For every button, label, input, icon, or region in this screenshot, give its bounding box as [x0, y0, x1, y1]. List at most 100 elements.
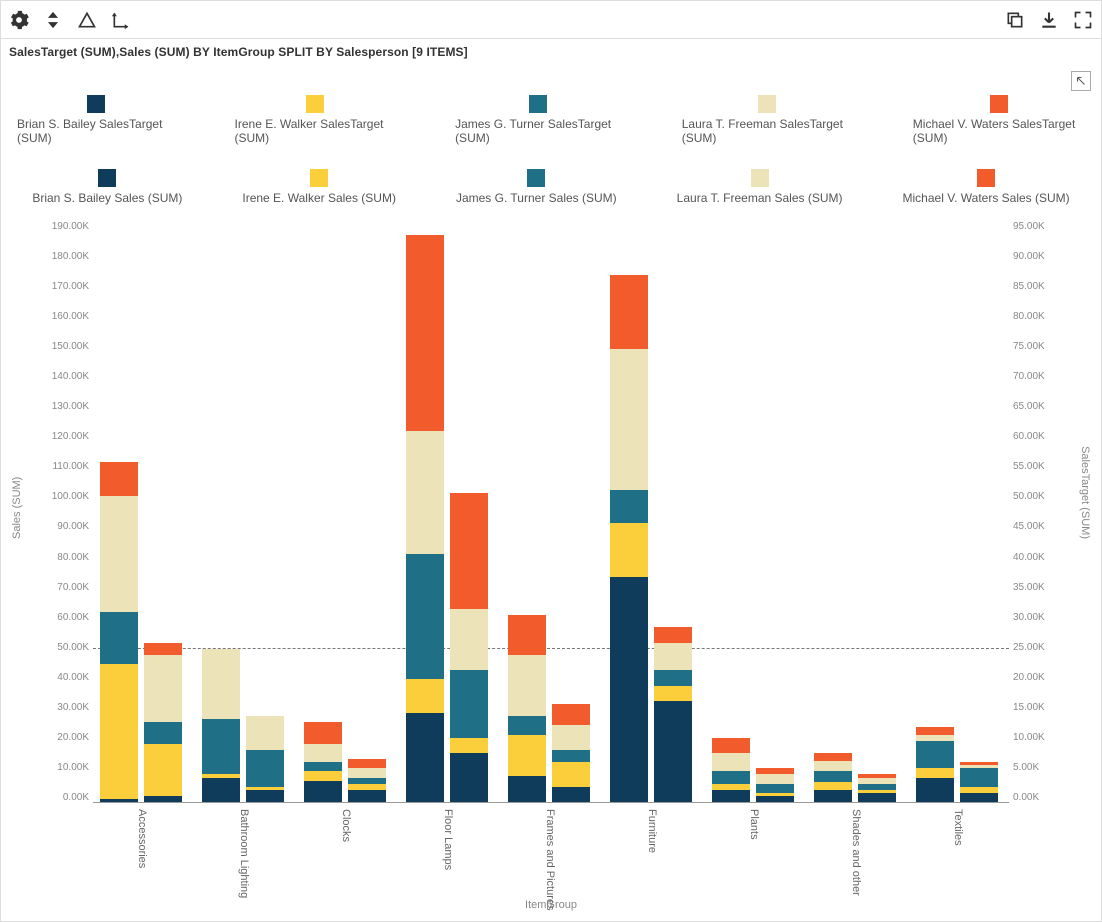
bar-segment[interactable]	[304, 722, 342, 743]
bar-sales[interactable]	[348, 759, 386, 802]
bar-segment[interactable]	[348, 759, 386, 768]
bar-segment[interactable]	[552, 750, 590, 762]
axes-icon[interactable]	[109, 8, 133, 32]
bar-segment[interactable]	[712, 753, 750, 771]
bar-segment[interactable]	[610, 490, 648, 524]
bar-target[interactable]	[610, 275, 648, 802]
bar-segment[interactable]	[654, 627, 692, 642]
bar-sales[interactable]	[756, 768, 794, 802]
bar-segment[interactable]	[304, 771, 342, 780]
legend-item[interactable]: James G. Turner Sales (SUM)	[456, 169, 617, 205]
bar-segment[interactable]	[508, 615, 546, 655]
bar-segment[interactable]	[202, 778, 240, 803]
bar-target[interactable]	[304, 722, 342, 802]
bar-segment[interactable]	[610, 275, 648, 349]
download-icon[interactable]	[1037, 8, 1061, 32]
bar-segment[interactable]	[246, 750, 284, 787]
bar-segment[interactable]	[654, 670, 692, 685]
bar-segment[interactable]	[756, 774, 794, 783]
bar-segment[interactable]	[144, 655, 182, 722]
bar-segment[interactable]	[960, 768, 998, 786]
bar-segment[interactable]	[610, 349, 648, 490]
bar-segment[interactable]	[450, 738, 488, 753]
bar-segment[interactable]	[304, 762, 342, 771]
bar-segment[interactable]	[450, 493, 488, 609]
bar-segment[interactable]	[508, 716, 546, 734]
bar-segment[interactable]	[406, 235, 444, 431]
bar-segment[interactable]	[304, 781, 342, 802]
bar-segment[interactable]	[100, 612, 138, 664]
bar-segment[interactable]	[654, 701, 692, 802]
bar-segment[interactable]	[144, 744, 182, 796]
bar-segment[interactable]	[712, 771, 750, 783]
legend-item[interactable]: James G. Turner SalesTarget (SUM)	[455, 95, 622, 145]
bar-segment[interactable]	[450, 609, 488, 670]
bar-segment[interactable]	[552, 725, 590, 750]
legend-item[interactable]: Laura T. Freeman SalesTarget (SUM)	[682, 95, 853, 145]
legend-item[interactable]: Michael V. Waters SalesTarget (SUM)	[913, 95, 1085, 145]
legend-item[interactable]: Laura T. Freeman Sales (SUM)	[677, 169, 843, 205]
bar-segment[interactable]	[814, 761, 852, 772]
bar-segment[interactable]	[406, 679, 444, 713]
bar-segment[interactable]	[508, 655, 546, 716]
bar-segment[interactable]	[814, 771, 852, 782]
bar-segment[interactable]	[610, 577, 648, 802]
bar-segment[interactable]	[712, 738, 750, 753]
bar-segment[interactable]	[246, 790, 284, 802]
legend-item[interactable]: Brian S. Bailey Sales (SUM)	[32, 169, 182, 205]
bar-segment[interactable]	[916, 768, 954, 777]
bar-segment[interactable]	[202, 649, 240, 719]
bar-segment[interactable]	[814, 790, 852, 802]
bar-segment[interactable]	[144, 643, 182, 655]
bar-segment[interactable]	[202, 719, 240, 774]
bar-segment[interactable]	[552, 787, 590, 802]
bar-target[interactable]	[916, 727, 954, 802]
fullscreen-icon[interactable]	[1071, 8, 1095, 32]
legend-item[interactable]: Michael V. Waters Sales (SUM)	[903, 169, 1070, 205]
bar-segment[interactable]	[916, 727, 954, 735]
bar-segment[interactable]	[406, 713, 444, 802]
bar-sales[interactable]	[246, 716, 284, 802]
bar-segment[interactable]	[552, 704, 590, 725]
legend-item[interactable]: Brian S. Bailey SalesTarget (SUM)	[17, 95, 175, 145]
legend-item[interactable]: Irene E. Walker Sales (SUM)	[242, 169, 396, 205]
bar-target[interactable]	[712, 738, 750, 802]
bar-target[interactable]	[202, 649, 240, 802]
bar-segment[interactable]	[712, 790, 750, 802]
bar-target[interactable]	[406, 235, 444, 802]
bar-segment[interactable]	[100, 799, 138, 802]
bar-sales[interactable]	[552, 704, 590, 802]
bar-segment[interactable]	[916, 778, 954, 803]
legend-item[interactable]: Irene E. Walker SalesTarget (SUM)	[235, 95, 396, 145]
bar-segment[interactable]	[654, 643, 692, 671]
bar-segment[interactable]	[960, 793, 998, 802]
triangle-icon[interactable]	[75, 8, 99, 32]
bar-segment[interactable]	[348, 768, 386, 777]
bar-segment[interactable]	[100, 664, 138, 799]
bar-segment[interactable]	[756, 796, 794, 802]
bar-segment[interactable]	[858, 793, 896, 802]
bar-sales[interactable]	[144, 643, 182, 802]
bar-segment[interactable]	[450, 753, 488, 802]
bar-sales[interactable]	[858, 774, 896, 802]
bar-segment[interactable]	[100, 462, 138, 496]
bar-segment[interactable]	[508, 735, 546, 776]
bar-segment[interactable]	[144, 722, 182, 743]
detach-icon[interactable]	[1071, 71, 1091, 91]
bar-segment[interactable]	[100, 496, 138, 612]
bar-segment[interactable]	[552, 762, 590, 787]
bar-segment[interactable]	[144, 796, 182, 802]
bar-sales[interactable]	[960, 762, 998, 802]
bar-target[interactable]	[814, 753, 852, 802]
bar-segment[interactable]	[814, 753, 852, 761]
bar-segment[interactable]	[916, 741, 954, 769]
bar-target[interactable]	[508, 615, 546, 802]
bar-target[interactable]	[100, 462, 138, 802]
bar-segment[interactable]	[450, 670, 488, 737]
bar-segment[interactable]	[406, 431, 444, 554]
bar-sales[interactable]	[654, 627, 692, 802]
sort-icon[interactable]	[41, 8, 65, 32]
bar-segment[interactable]	[246, 716, 284, 750]
bar-segment[interactable]	[610, 523, 648, 577]
bar-segment[interactable]	[508, 776, 546, 802]
